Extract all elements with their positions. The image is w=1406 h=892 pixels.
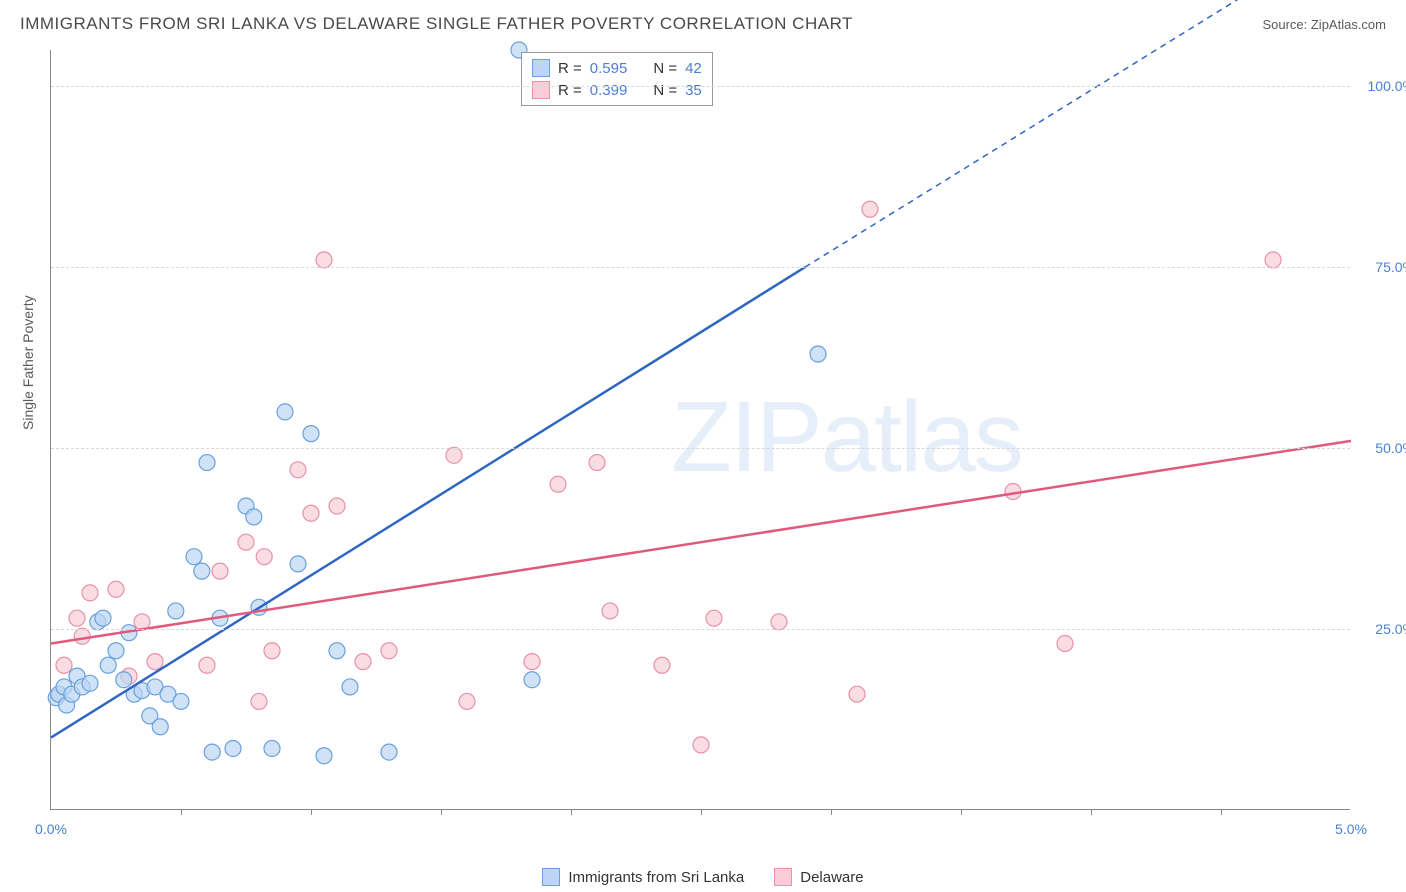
- data-point: [381, 744, 397, 760]
- x-minor-tick: [1221, 809, 1222, 815]
- swatch-series2-bottom: [774, 868, 792, 886]
- data-point: [342, 679, 358, 695]
- stats-legend: R = 0.595 N = 42 R = 0.399 N = 35: [521, 52, 713, 106]
- data-point: [168, 603, 184, 619]
- data-point: [303, 426, 319, 442]
- data-point: [186, 549, 202, 565]
- data-point: [524, 672, 540, 688]
- y-tick-label: 25.0%: [1375, 621, 1406, 637]
- data-point: [303, 505, 319, 521]
- y-tick-label: 50.0%: [1375, 440, 1406, 456]
- data-point: [355, 654, 371, 670]
- swatch-series1: [532, 59, 550, 77]
- data-point: [108, 643, 124, 659]
- data-point: [69, 610, 85, 626]
- data-point: [116, 672, 132, 688]
- data-point: [810, 346, 826, 362]
- chart-header: IMMIGRANTS FROM SRI LANKA VS DELAWARE SI…: [0, 0, 1406, 44]
- data-point: [82, 675, 98, 691]
- x-minor-tick: [1091, 809, 1092, 815]
- data-point: [199, 455, 215, 471]
- swatch-series1-bottom: [542, 868, 560, 886]
- data-point: [706, 610, 722, 626]
- data-point: [290, 462, 306, 478]
- gridline-h: [51, 629, 1350, 630]
- data-point: [277, 404, 293, 420]
- data-point: [1057, 636, 1073, 652]
- data-point: [194, 563, 210, 579]
- data-point: [74, 628, 90, 644]
- data-point: [152, 719, 168, 735]
- x-minor-tick: [441, 809, 442, 815]
- gridline-h: [51, 86, 1350, 87]
- plot-area: ZIPatlas R = 0.595 N = 42 R = 0.399 N = …: [50, 50, 1350, 810]
- data-point: [56, 657, 72, 673]
- gridline-h: [51, 448, 1350, 449]
- data-point: [225, 740, 241, 756]
- data-point: [108, 581, 124, 597]
- data-point: [264, 643, 280, 659]
- data-point: [849, 686, 865, 702]
- data-point: [238, 534, 254, 550]
- x-tick-label: 5.0%: [1335, 821, 1367, 837]
- data-point: [446, 447, 462, 463]
- x-minor-tick: [571, 809, 572, 815]
- data-point: [147, 654, 163, 670]
- data-point: [82, 585, 98, 601]
- data-point: [862, 201, 878, 217]
- data-point: [246, 509, 262, 525]
- x-minor-tick: [961, 809, 962, 815]
- data-point: [95, 610, 111, 626]
- y-tick-label: 75.0%: [1375, 259, 1406, 275]
- y-tick-label: 100.0%: [1368, 78, 1406, 94]
- data-point: [199, 657, 215, 673]
- legend-item-2: Delaware: [774, 868, 863, 886]
- data-point: [550, 476, 566, 492]
- data-point: [654, 657, 670, 673]
- data-point: [316, 748, 332, 764]
- data-point: [256, 549, 272, 565]
- data-point: [251, 693, 267, 709]
- bottom-legend: Immigrants from Sri Lanka Delaware: [0, 868, 1406, 886]
- gridline-h: [51, 267, 1350, 268]
- chart-svg: [51, 50, 1350, 809]
- data-point: [381, 643, 397, 659]
- x-minor-tick: [701, 809, 702, 815]
- data-point: [693, 737, 709, 753]
- data-point: [329, 643, 345, 659]
- x-minor-tick: [831, 809, 832, 815]
- data-point: [204, 744, 220, 760]
- data-point: [1265, 252, 1281, 268]
- data-point: [212, 563, 228, 579]
- data-point: [290, 556, 306, 572]
- chart-source: Source: ZipAtlas.com: [1262, 17, 1386, 32]
- data-point: [316, 252, 332, 268]
- chart-title: IMMIGRANTS FROM SRI LANKA VS DELAWARE SI…: [20, 14, 853, 34]
- data-point: [329, 498, 345, 514]
- stats-row-2: R = 0.399 N = 35: [532, 79, 702, 101]
- data-point: [264, 740, 280, 756]
- x-tick-label: 0.0%: [35, 821, 67, 837]
- data-point: [524, 654, 540, 670]
- x-minor-tick: [311, 809, 312, 815]
- stats-row-1: R = 0.595 N = 42: [532, 57, 702, 79]
- x-minor-tick: [181, 809, 182, 815]
- data-point: [602, 603, 618, 619]
- data-point: [459, 693, 475, 709]
- y-axis-label: Single Father Poverty: [20, 295, 36, 430]
- data-point: [589, 455, 605, 471]
- swatch-series2: [532, 81, 550, 99]
- legend-item-1: Immigrants from Sri Lanka: [542, 868, 744, 886]
- data-point: [100, 657, 116, 673]
- data-point: [771, 614, 787, 630]
- data-point: [173, 693, 189, 709]
- trendline-series1: [51, 267, 805, 737]
